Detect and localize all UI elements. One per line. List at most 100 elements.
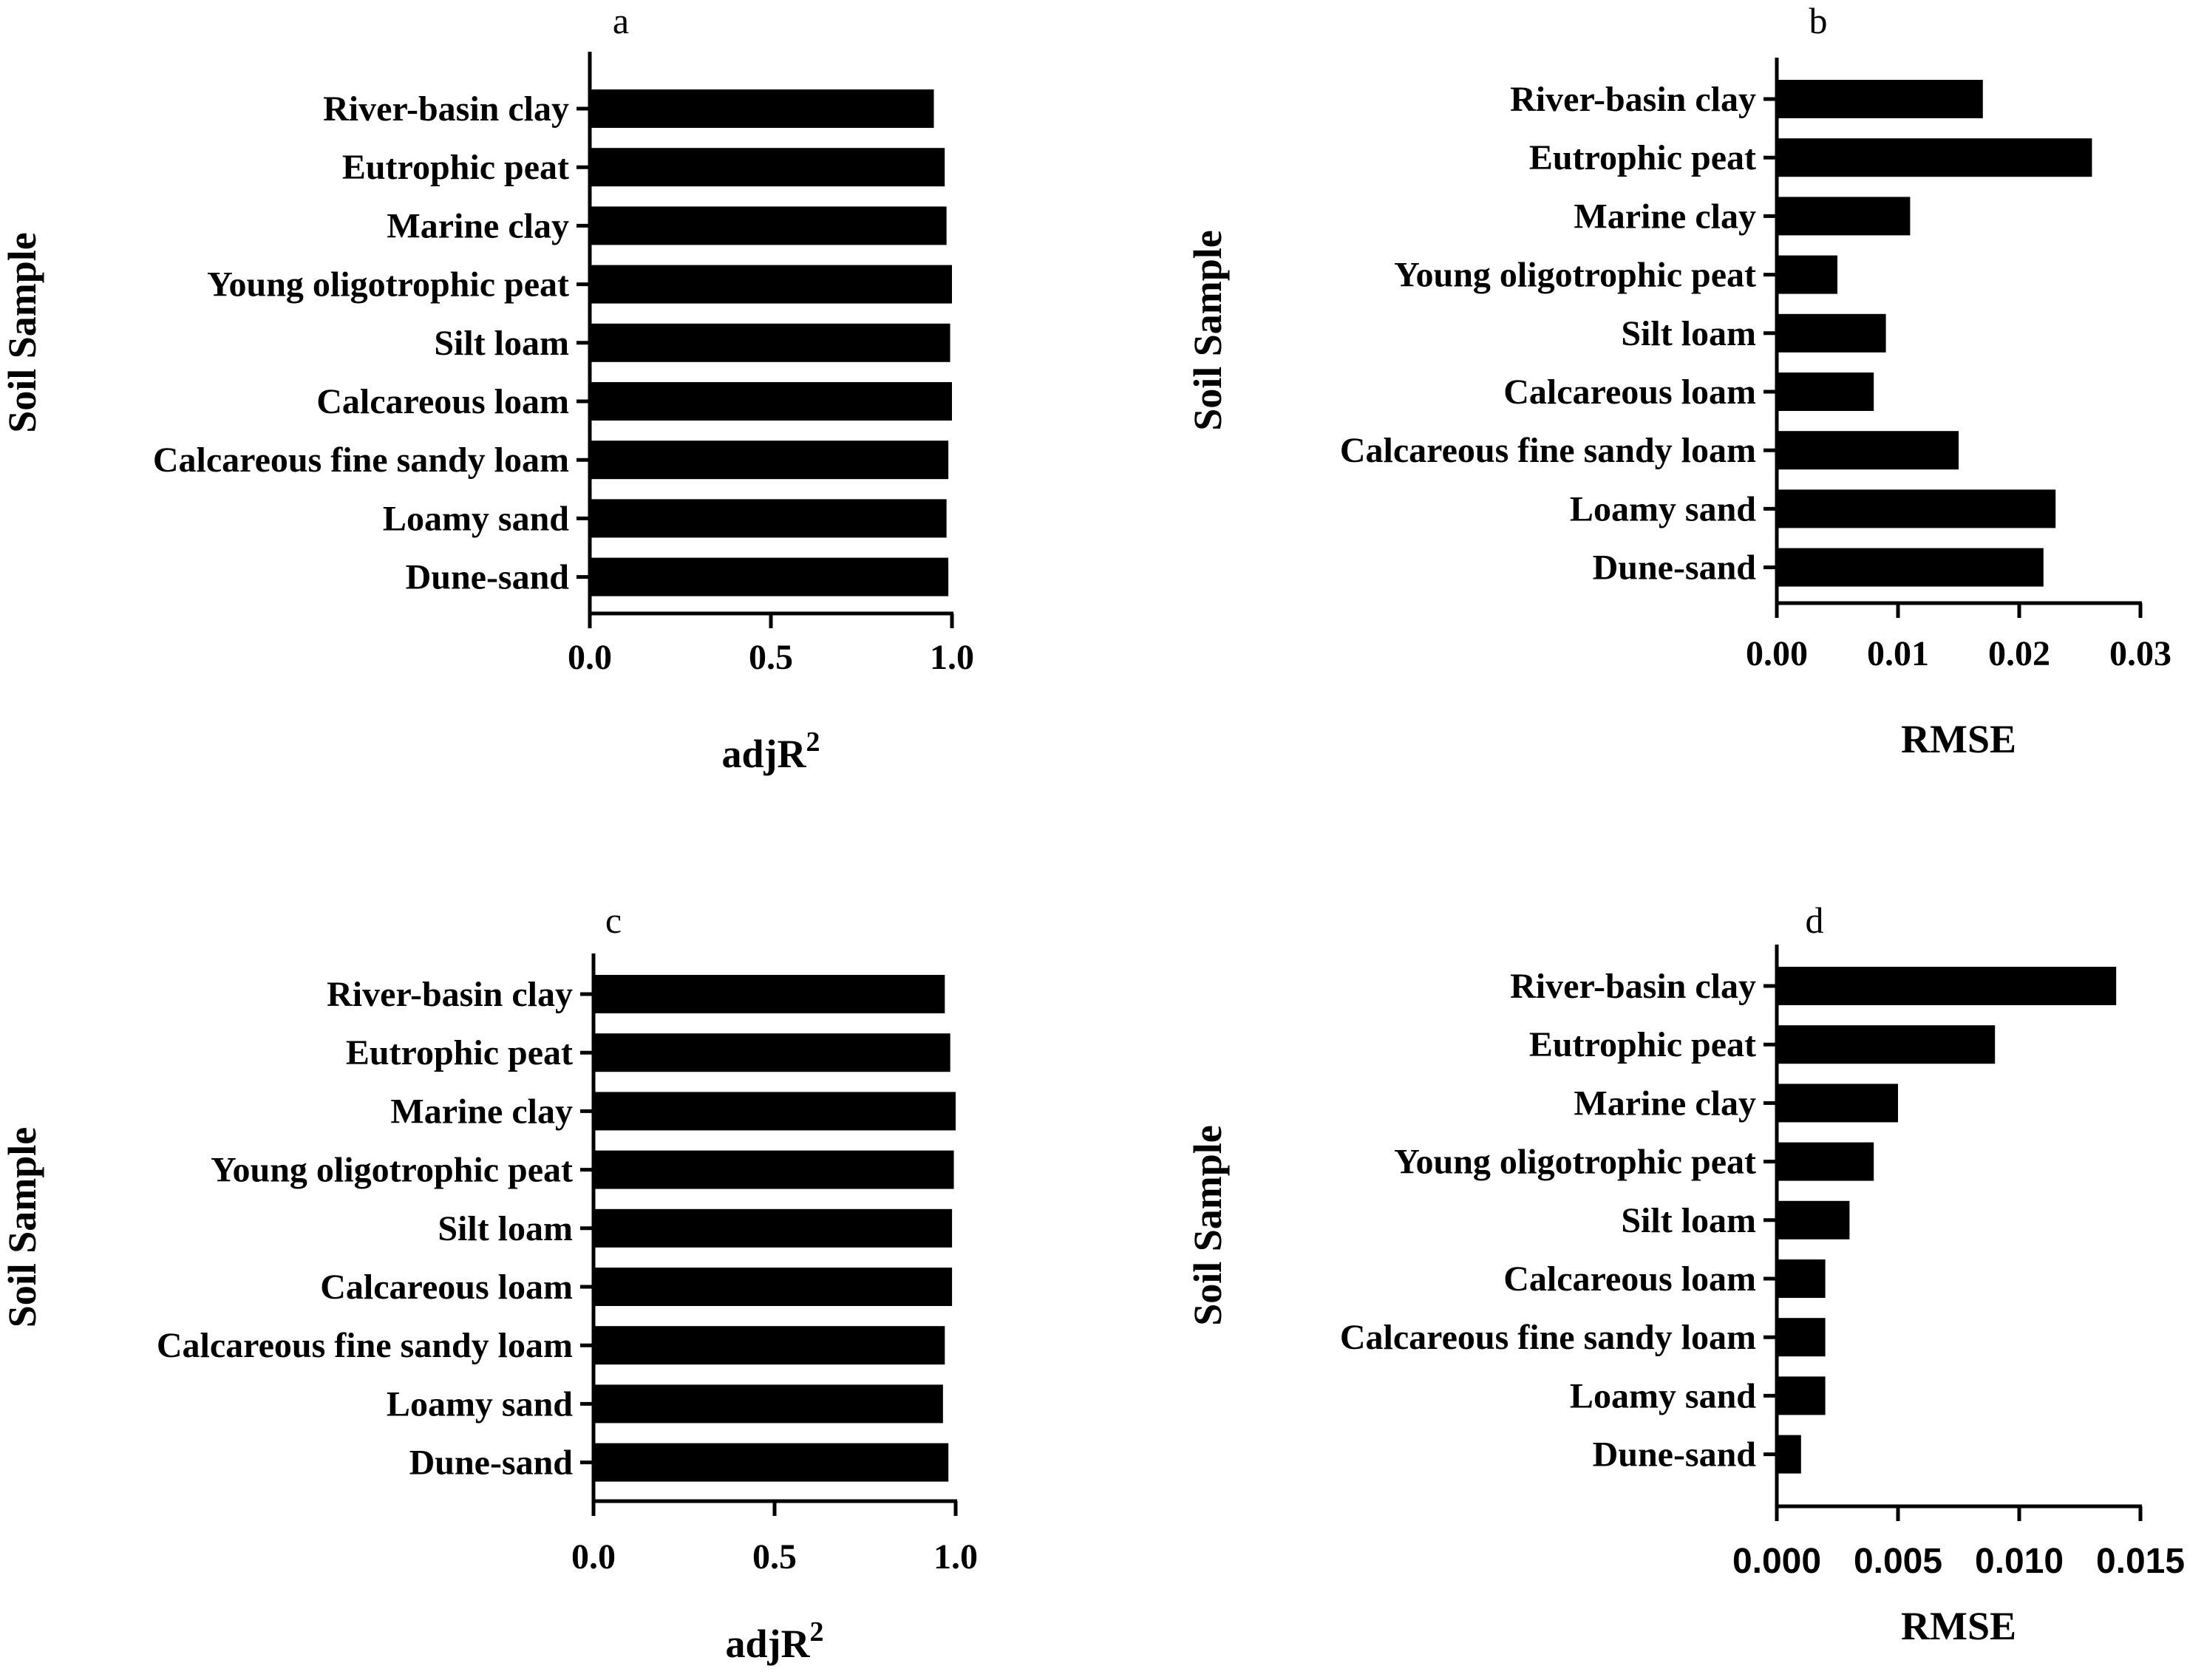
x-tick-label: 0.000 bbox=[1732, 1542, 1821, 1581]
bar bbox=[590, 265, 952, 304]
y-axis-title: Soil Sample bbox=[1186, 230, 1230, 431]
bar bbox=[1777, 1259, 1826, 1298]
category-label: Young oligotrophic peat bbox=[207, 265, 569, 305]
x-tick-label: 0.010 bbox=[1975, 1542, 2064, 1581]
category-label: Loamy sand bbox=[1570, 1376, 1756, 1415]
x-axis-title-text: RMSE bbox=[1901, 1604, 2016, 1648]
x-axis-title: adjR2 bbox=[725, 1616, 823, 1666]
x-tick-label: 0.5 bbox=[749, 638, 793, 677]
category-label: Silt loam bbox=[438, 1209, 573, 1248]
x-tick-label: 1.0 bbox=[930, 638, 974, 677]
bar bbox=[593, 975, 945, 1013]
bar bbox=[593, 1384, 943, 1424]
category-label: River-basin clay bbox=[323, 89, 569, 129]
x-axis-title-text: RMSE bbox=[1901, 717, 2016, 761]
x-tick-label: 0.005 bbox=[1854, 1542, 1942, 1581]
panel-letter: b bbox=[1809, 0, 1828, 41]
category-label: Calcareous loam bbox=[1503, 1259, 1756, 1299]
chart-panel-d: d River-basin clay Eutrophic peat Marine cl… bbox=[1186, 899, 2185, 1648]
x-tick-label: 0.0 bbox=[571, 1537, 616, 1577]
bar bbox=[1777, 1025, 1996, 1064]
category-label: Loamy sand bbox=[387, 1384, 573, 1424]
category-label: Marine clay bbox=[1574, 197, 1756, 236]
category-label: Young oligotrophic peat bbox=[1394, 256, 1756, 295]
category-label: Young oligotrophic peat bbox=[211, 1151, 573, 1190]
x-axis-title-text: adjR bbox=[721, 732, 806, 776]
category-label: Calcareous loam bbox=[1503, 373, 1756, 412]
bar bbox=[590, 323, 950, 362]
bar bbox=[1777, 197, 1911, 236]
x-tick-label: 0.02 bbox=[1988, 634, 2050, 673]
category-label: River-basin clay bbox=[327, 975, 573, 1014]
category-label: River-basin clay bbox=[1510, 80, 1756, 119]
x-axis-title: RMSE bbox=[1901, 1604, 2016, 1648]
category-label: Dune-sand bbox=[1593, 1435, 1757, 1475]
bar bbox=[590, 499, 947, 538]
x-axis-title-text: adjR bbox=[725, 1622, 810, 1666]
bar bbox=[1777, 80, 1983, 118]
bar bbox=[593, 1443, 949, 1482]
category-label: Calcareous fine sandy loam bbox=[1340, 431, 1756, 470]
bar bbox=[1777, 255, 1837, 294]
y-axis-title: Soil Sample bbox=[0, 1127, 44, 1328]
x-tick-label: 0.0 bbox=[568, 638, 612, 677]
category-label: Dune-sand bbox=[406, 558, 570, 597]
chart-panel-c: c River-basin clay Eutrophic peat Marine cl… bbox=[0, 899, 978, 1666]
category-label: Calcareous loam bbox=[316, 382, 569, 421]
category-label: Dune-sand bbox=[409, 1443, 574, 1483]
chart-panel-b: b River-basin clay Eutrophic peat Marine cl… bbox=[1186, 0, 2171, 761]
panel-letter: a bbox=[613, 0, 629, 41]
category-label: Calcareous fine sandy loam bbox=[153, 441, 569, 480]
x-axis-title: adjR2 bbox=[721, 727, 820, 776]
x-axis-title-superscript: 2 bbox=[810, 1616, 824, 1647]
category-label: Calcareous fine sandy loam bbox=[157, 1326, 573, 1365]
bar bbox=[1777, 373, 1874, 411]
x-tick-label: 1.0 bbox=[933, 1537, 978, 1577]
x-axis-title: RMSE bbox=[1901, 717, 2016, 761]
bar bbox=[590, 89, 934, 128]
category-label: Calcareous fine sandy loam bbox=[1340, 1318, 1756, 1357]
bar bbox=[1777, 138, 2092, 177]
x-tick-label: 0.00 bbox=[1746, 634, 1808, 673]
category-label: Marine clay bbox=[387, 206, 569, 245]
bar bbox=[593, 1208, 953, 1248]
bar bbox=[1777, 1142, 1874, 1181]
bar bbox=[1777, 1376, 1826, 1415]
category-label: River-basin clay bbox=[1510, 967, 1756, 1006]
category-label: Silt loam bbox=[1621, 1201, 1756, 1240]
bar bbox=[593, 1150, 954, 1189]
bar bbox=[1777, 1200, 1850, 1239]
bar bbox=[590, 382, 952, 421]
bar bbox=[593, 1268, 953, 1306]
bar bbox=[1777, 548, 2044, 587]
bar bbox=[593, 1092, 956, 1131]
bar bbox=[593, 1033, 950, 1072]
bar bbox=[590, 148, 945, 187]
x-tick-label: 0.01 bbox=[1867, 634, 1929, 673]
bar bbox=[1777, 489, 2056, 528]
bar bbox=[590, 206, 947, 245]
bar bbox=[590, 441, 949, 480]
category-label: Eutrophic peat bbox=[346, 1033, 573, 1072]
category-label: Silt loam bbox=[1621, 314, 1756, 353]
y-axis-title: Soil Sample bbox=[1186, 1125, 1230, 1326]
category-label: Marine clay bbox=[390, 1092, 573, 1131]
x-tick-label: 0.015 bbox=[2096, 1542, 2185, 1581]
bar bbox=[1777, 1435, 1801, 1474]
bar bbox=[1777, 967, 2117, 1005]
category-label: Calcareous loam bbox=[320, 1268, 573, 1307]
category-label: Loamy sand bbox=[1570, 489, 1756, 528]
category-label: Young oligotrophic peat bbox=[1394, 1143, 1756, 1182]
x-axis-title-superscript: 2 bbox=[806, 727, 820, 758]
y-axis-title: Soil Sample bbox=[0, 232, 44, 433]
bar bbox=[1777, 1318, 1826, 1357]
category-label: Silt loam bbox=[434, 324, 569, 363]
x-tick-label: 0.03 bbox=[2109, 634, 2171, 673]
chart-panel-a: a River-basin clay Eutrophic peat Marine cl… bbox=[0, 0, 974, 776]
category-label: Eutrophic peat bbox=[342, 148, 569, 187]
bar bbox=[1777, 1084, 1898, 1123]
bar bbox=[590, 557, 949, 596]
panel-letter: d bbox=[1806, 899, 1824, 941]
category-label: Eutrophic peat bbox=[1529, 1025, 1756, 1064]
